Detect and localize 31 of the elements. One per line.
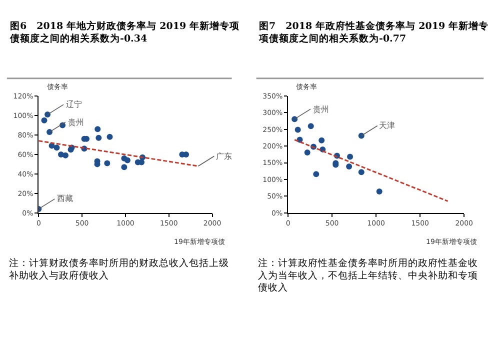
annotation: 西藏 <box>57 194 73 203</box>
point <box>46 129 53 136</box>
point <box>41 117 48 124</box>
point <box>347 154 354 160</box>
point <box>308 123 314 130</box>
text: 注：计算财政债务率时所用的财政总收入包括上级补助收入与政府债收入 <box>9 257 229 282</box>
point <box>121 164 128 170</box>
point <box>54 144 60 151</box>
point <box>94 126 101 132</box>
chart-title: 图7 2018 年政府性基金债务率与 2019 年新增专项债额度之间的相关系数为-0.77 <box>258 20 488 44</box>
point <box>346 163 352 170</box>
point <box>318 137 325 144</box>
annotation: 贵州 <box>68 118 84 127</box>
point <box>358 169 364 176</box>
point <box>106 134 113 140</box>
point <box>124 157 130 164</box>
point <box>44 112 51 118</box>
point <box>304 149 310 156</box>
point <box>292 116 298 122</box>
chart-title: 图6 2018 年地方财政债务率与 2019 年新增专项债额度之间的相关系数为-0.34 <box>9 20 240 44</box>
annotation: 天津 <box>379 121 395 130</box>
point <box>96 134 102 141</box>
annotation: 辽宁 <box>66 100 82 109</box>
point <box>104 160 110 166</box>
point <box>294 126 301 133</box>
text: 注：计算政府性基金债务率时所用的政府性基金收入为当年收入，不包括上年结转、中央补助和专项债收入 <box>258 257 478 294</box>
point <box>376 188 382 194</box>
annotation: 广东 <box>216 152 232 161</box>
annotation: 贵州 <box>313 105 329 114</box>
point <box>62 152 68 158</box>
point <box>313 171 320 178</box>
